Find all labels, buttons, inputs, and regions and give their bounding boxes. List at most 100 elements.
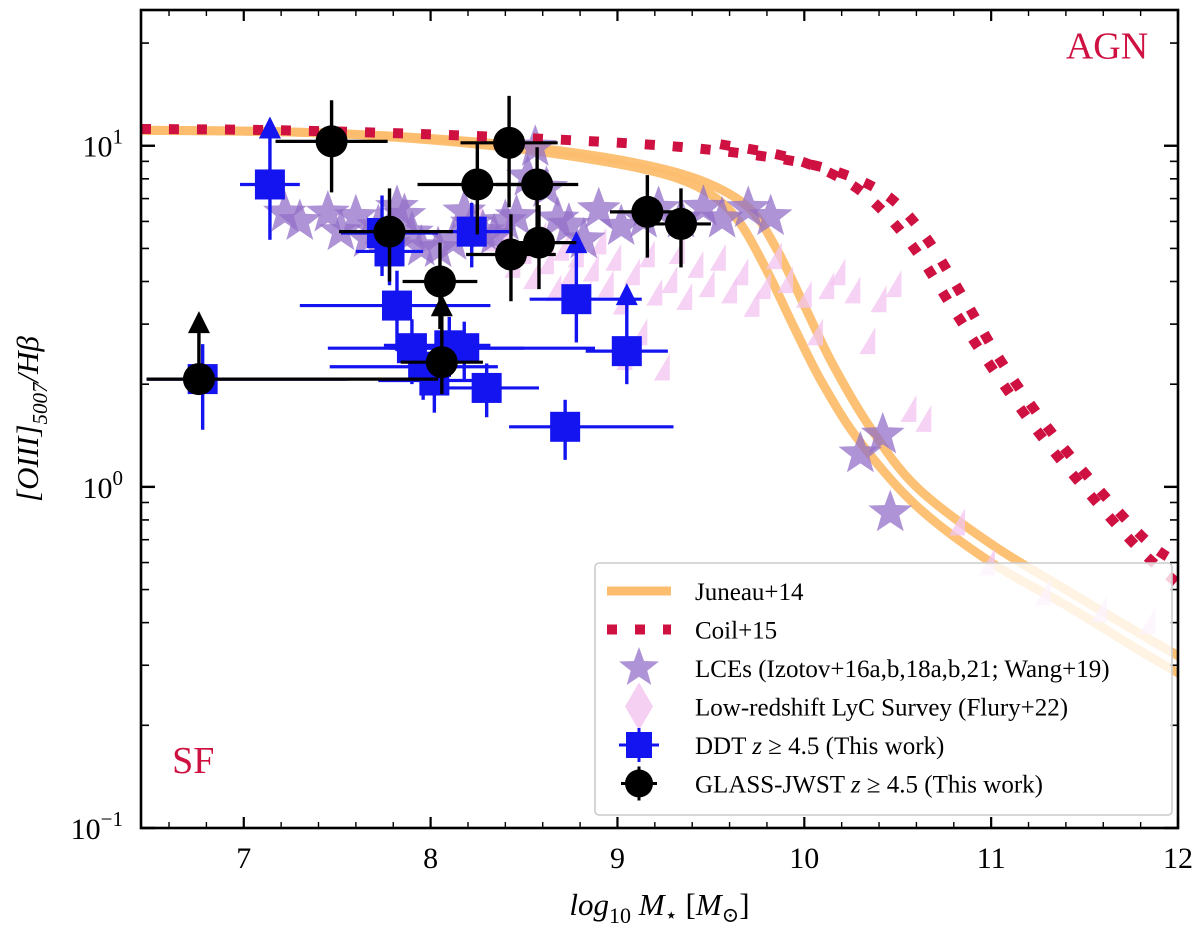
y-axis-label-oiii: [OIII] <box>10 424 45 502</box>
series-glass-jwst <box>146 95 711 396</box>
x-axis-label-space <box>631 887 639 922</box>
legend-label-2: LCEs (Izotov+16a,b,18a,b,21; Wang+19) <box>695 656 1110 683</box>
y-tick-label-0: 10−1 <box>71 807 123 846</box>
lce-star-marker <box>513 124 558 166</box>
glass-circle-marker <box>423 265 456 298</box>
flury-diamond-marker <box>646 278 663 306</box>
y-tick-label-base: 10 <box>71 813 101 846</box>
legend-icon-circle <box>625 769 653 798</box>
glass-circle-marker <box>664 207 697 240</box>
legend-label-text-post: ≥ 4.5 (This work) <box>861 772 1043 799</box>
ddt-square-marker <box>381 290 412 321</box>
flury-diamond-marker <box>605 243 622 271</box>
x-tick-label-10: 10 <box>789 842 819 875</box>
upper-limit-arrowhead <box>430 294 453 317</box>
y-tick-label-exponent: 1 <box>113 125 124 149</box>
legend-label-text-z: z <box>850 772 861 799</box>
glass-circle-marker <box>425 346 458 379</box>
lce-star-marker <box>483 198 528 241</box>
flury-diamond-marker <box>676 283 693 311</box>
ddt-square-marker <box>611 336 642 367</box>
legend-label-text-z: z <box>751 733 762 760</box>
flury-diamond-marker <box>661 266 678 294</box>
series-glass-jwst-point <box>651 188 711 268</box>
legend-icon-star <box>619 647 659 685</box>
legend-label-3: Low-redshift LyC Survey (Flury+22) <box>695 695 1068 722</box>
y-axis-label-slash: / <box>10 371 45 384</box>
legend-item-2[interactable]: LCEs (Izotov+16a,b,18a,b,21; Wang+19) <box>619 647 1110 685</box>
upper-limit-arrowhead <box>187 311 210 334</box>
legend-label-text-pre: GLASS-JWST <box>695 772 851 799</box>
data-layer <box>141 95 1178 678</box>
y-tick-label-base: 10 <box>83 131 113 164</box>
x-axis-label-bracket-close: ] <box>739 887 749 922</box>
legend-label-1: Coil+15 <box>695 618 777 645</box>
flury-diamond-marker <box>698 270 715 298</box>
flury-diamond-marker <box>653 353 670 381</box>
flury-diamond-marker <box>545 274 562 302</box>
lce-star-marker <box>319 208 363 251</box>
flury-diamond-marker <box>806 318 823 346</box>
y-tick-label-base: 10 <box>83 472 113 505</box>
x-axis-label: log10 M⋆ [M⊙] <box>569 887 749 928</box>
x-axis-label-log: log <box>569 887 609 922</box>
x-axis-label-sub10: 10 <box>609 903 631 928</box>
legend-item-4[interactable]: DDT z ≥ 4.5 (This work) <box>619 728 944 762</box>
lce-star-marker <box>561 216 606 259</box>
ddt-square-marker <box>550 411 581 442</box>
glass-circle-marker <box>461 168 494 201</box>
legend: Juneau+14 Coil+15 LCEs (Izotov+16a,b,18a,b… <box>594 562 1173 816</box>
series-ddt-point <box>434 202 510 268</box>
lce-star-marker <box>860 411 905 454</box>
plot-frame <box>139 8 1180 830</box>
y-axis-label-hbeta: Hβ <box>10 335 45 374</box>
lce-star-marker <box>375 184 419 226</box>
x-tick-label-12: 12 <box>1163 842 1193 875</box>
ddt-square-marker <box>561 284 592 315</box>
x-axis-label-Msym: M <box>695 887 724 922</box>
flury-diamond-marker <box>948 508 965 536</box>
legend-label-4: DDT z ≥ 4.5 (This work) <box>695 733 944 760</box>
legend-item-1[interactable]: Coil+15 <box>607 618 777 645</box>
flury-diamond-marker <box>885 270 902 298</box>
legend-item-5[interactable]: GLASS-JWST z ≥ 4.5 (This work) <box>621 766 1043 801</box>
glass-circle-marker <box>494 238 527 271</box>
legend-item-3[interactable]: Low-redshift LyC Survey (Flury+22) <box>625 682 1068 731</box>
flury-diamond-marker <box>818 272 835 300</box>
sf-region-label: SF <box>172 740 214 782</box>
series-ddt-point <box>240 116 300 240</box>
series-ddt-point <box>389 321 596 381</box>
y-axis-label-group: [OIII]5007/Hβ <box>10 335 52 502</box>
lce-star-marker <box>494 193 539 236</box>
series-glass-jwst-point <box>460 95 558 208</box>
series-ddt-point <box>299 270 491 352</box>
lce-star-marker <box>334 193 378 236</box>
lce-star-marker <box>431 218 475 260</box>
y-tick-label-exponent: 0 <box>113 466 124 490</box>
lce-star-marker <box>305 190 350 232</box>
lce-star-marker <box>277 198 322 241</box>
flury-diamond-marker <box>795 280 812 308</box>
lce-star-marker <box>681 184 726 226</box>
glass-circle-marker <box>493 126 526 159</box>
series-coil-15 <box>141 123 1178 588</box>
x-axis-ticks: 7 8 9 10 11 12 <box>168 10 1193 875</box>
flury-diamond-marker <box>732 258 749 286</box>
y-tick-label-exponent: −1 <box>101 807 123 831</box>
series-glass-jwst-point <box>400 294 483 395</box>
x-axis-label-bracket-open: [ <box>678 887 696 922</box>
flury-diamond-marker <box>597 270 614 298</box>
legend-item-0[interactable]: Juneau+14 <box>607 579 804 606</box>
upper-limit-arrowhead <box>258 116 281 139</box>
flury-diamond-marker <box>900 394 917 422</box>
ddt-square-marker <box>456 216 487 247</box>
y-tick-label-2: 101 <box>83 125 124 164</box>
x-axis-label-sun: ⊙ <box>722 903 740 927</box>
flury-diamond-marker <box>522 262 539 290</box>
glass-circle-marker <box>631 195 664 228</box>
series-glass-jwst-point <box>275 100 388 193</box>
legend-label-5: GLASS-JWST z ≥ 4.5 (This work) <box>695 772 1043 799</box>
flury-diamond-marker <box>765 242 782 270</box>
